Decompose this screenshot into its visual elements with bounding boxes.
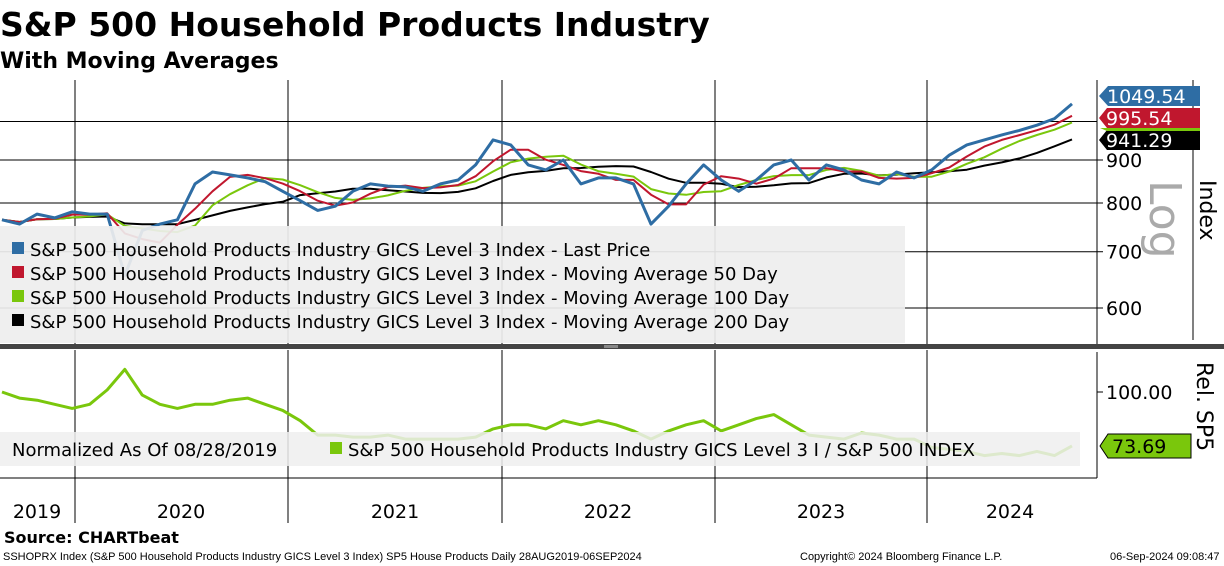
panel-resize-handle[interactable] <box>604 345 618 348</box>
price-line <box>1 102 1073 277</box>
legend-price: S&P 500 Household Products Industry GICS… <box>30 240 650 261</box>
footer-copyright: Copyright© 2024 Bloomberg Finance L.P. <box>800 551 1002 563</box>
lower-legend: Normalized As Of 08/28/2019 S&P 500 Hous… <box>0 432 1080 466</box>
legend-ma200: S&P 500 Household Products Industry GICS… <box>30 312 790 333</box>
tag-ma200 <box>1099 130 1200 150</box>
legend-swatch-rel <box>330 442 342 454</box>
x-tick-label: 2022 <box>584 501 632 523</box>
x-tick-label: 2020 <box>157 501 205 523</box>
tag-ma50-value: 995.54 <box>1106 108 1172 130</box>
y-tick-label: 900 <box>1106 150 1142 172</box>
chart-title: S&P 500 Household Products Industry <box>0 5 710 44</box>
legend-ma50: S&P 500 Household Products Industry GICS… <box>30 264 778 285</box>
tag-ma200-value: 941.29 <box>1106 130 1172 152</box>
tag-ma50 <box>1099 108 1200 128</box>
legend-normalized: Normalized As Of 08/28/2019 <box>12 440 277 461</box>
ma50-line <box>1 114 1073 244</box>
legend-swatch-ma200 <box>12 314 24 326</box>
y-ticks: 900 800 700 600 100.00 <box>1097 150 1172 404</box>
footer-info: SSHOPRX Index (S&P 500 Household Product… <box>3 551 642 563</box>
upper-y-label: Index <box>1194 180 1219 241</box>
footer-timestamp: 06-Sep-2024 09:08:47 <box>1110 551 1219 563</box>
lower-y-label: Rel. SP5 <box>1191 362 1216 451</box>
legend-swatch-ma100 <box>12 290 24 302</box>
chart-subtitle: With Moving Averages <box>0 49 279 74</box>
x-tick-label: 2019 <box>13 501 61 523</box>
source-label: Source: CHARTbeat <box>4 528 179 547</box>
tag-price <box>1099 86 1200 106</box>
legend-swatch-ma50 <box>12 266 24 278</box>
y-tick-label: 700 <box>1106 242 1142 264</box>
value-tags: 941.29 995.54 1049.54 73.69 <box>1099 86 1200 459</box>
legend-rel: S&P 500 Household Products Industry GICS… <box>348 440 975 461</box>
x-axis-labels: 2019 2020 2021 2022 2023 2024 <box>13 501 1034 523</box>
tag-rel <box>1099 433 1192 459</box>
y-tick-label: 800 <box>1106 193 1142 215</box>
upper-legend: S&P 500 Household Products Industry GICS… <box>0 226 905 343</box>
ma200-line <box>1 138 1073 226</box>
legend-swatch-price <box>12 242 24 254</box>
x-tick-label: 2021 <box>371 501 419 523</box>
x-tick-label: 2023 <box>797 501 845 523</box>
y-tick-label: 100.00 <box>1106 382 1172 404</box>
x-tick-label: 2024 <box>986 501 1034 523</box>
tag-ma100 <box>1100 128 1200 131</box>
log-scale-label: Log <box>1139 180 1190 259</box>
legend-ma100: S&P 500 Household Products Industry GICS… <box>30 288 790 309</box>
tag-rel-value: 73.69 <box>1112 436 1166 458</box>
tag-price-value: 1049.54 <box>1107 86 1186 108</box>
y-tick-label: 600 <box>1106 298 1142 320</box>
